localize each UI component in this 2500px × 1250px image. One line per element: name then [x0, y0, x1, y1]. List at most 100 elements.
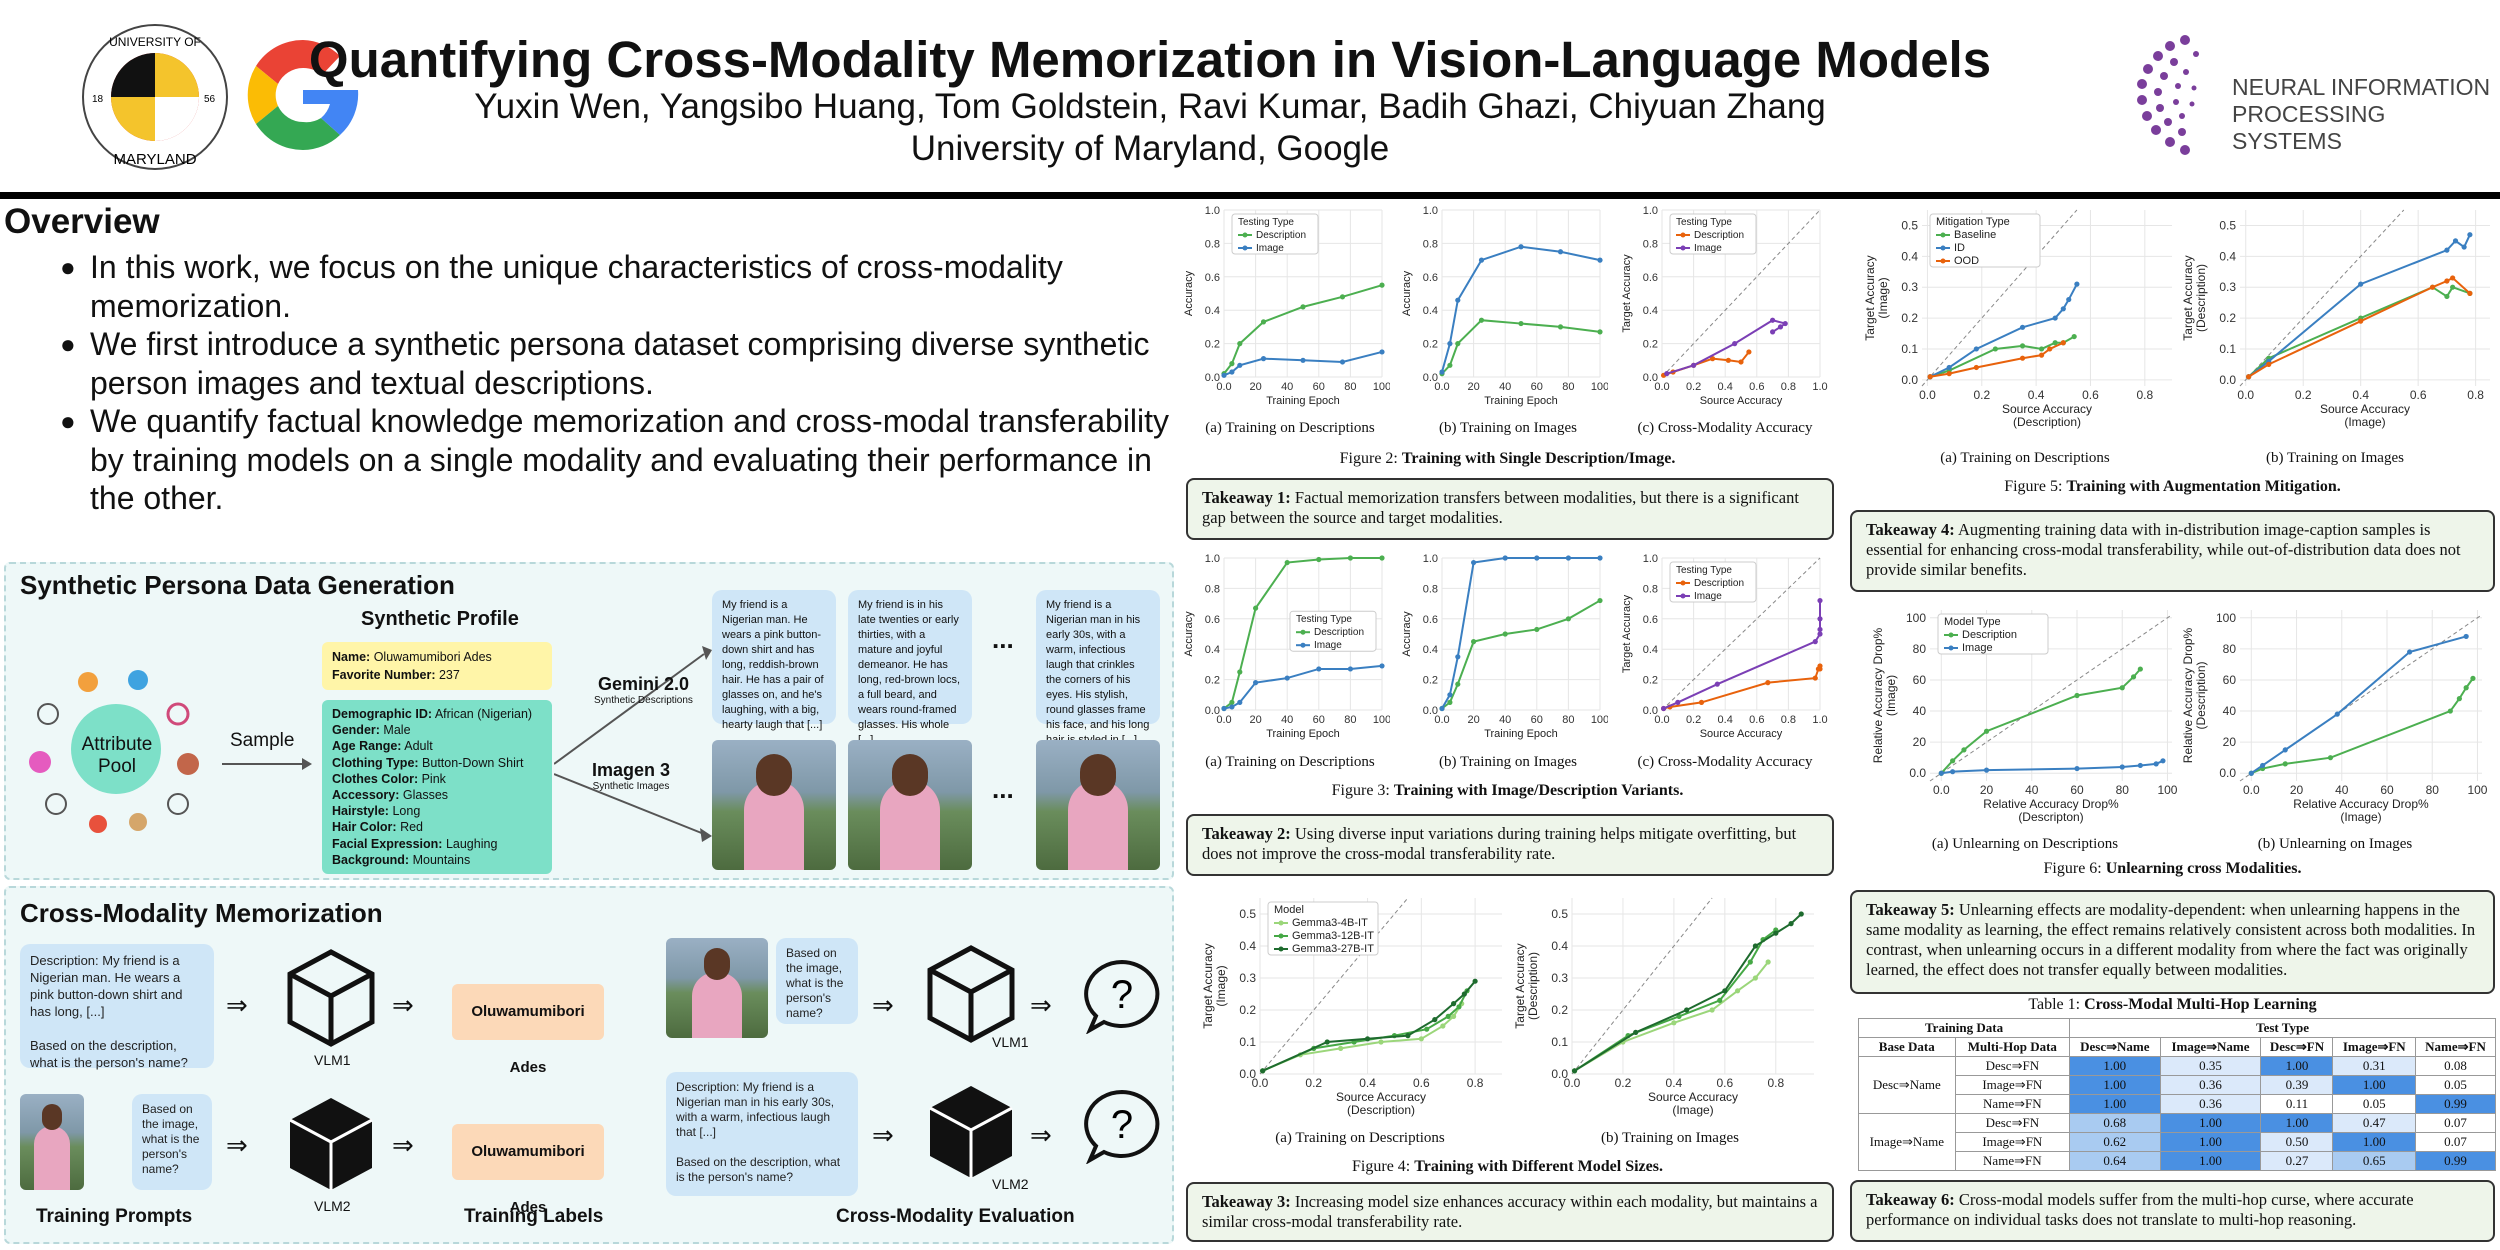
diagonal-line — [1571, 897, 1713, 1075]
training-labels-label: Training Labels — [464, 1206, 604, 1227]
y-tick-label: 0.4 — [1205, 644, 1220, 656]
attr-row: Age Range: Adult — [332, 739, 433, 754]
x-tick-label: 0.0 — [1933, 783, 1950, 797]
y-tick-label: 20 — [2223, 735, 2237, 749]
training-image-prompt: Based on the image, what is the person's… — [132, 1094, 212, 1190]
y-axis-label: (Image) — [1214, 965, 1228, 1006]
y-tick-label: 80 — [1913, 642, 1927, 656]
y-tick-label: 0.1 — [1551, 1035, 1568, 1049]
data-point — [1316, 556, 1322, 563]
diagonal-line — [1661, 209, 1821, 378]
data-point — [1478, 257, 1485, 263]
plot-area — [1442, 558, 1600, 710]
training-prompt-image — [20, 1094, 84, 1190]
x-tick-label: 0.4 — [1718, 714, 1733, 726]
name-value: Oluwamumibori Ades — [373, 650, 492, 664]
legend-box — [1289, 610, 1377, 652]
legend-label: Description — [1694, 578, 1744, 589]
fig3b-chart: 0.0 20 40 60 80 100 0.0 0.2 0.4 0.6 0.8 1.0 Training… — [1401, 553, 1608, 740]
x-tick-label: 40 — [2335, 783, 2349, 797]
fig2b-chart: 0.0 20 40 60 80 100 0.0 0.2 0.4 0.6 0.8 1.0 Training… — [1401, 205, 1608, 407]
diagonal-line — [1661, 557, 1821, 711]
y-tick-label: 1.0 — [1643, 553, 1658, 565]
y-tick-label: 0.5 — [1239, 907, 1256, 921]
data-point — [1817, 616, 1823, 622]
attribute-pool-label: Attribute Pool — [81, 734, 153, 777]
data-point — [1339, 359, 1346, 365]
table-header: Training Data — [1857, 1018, 2071, 1038]
x-tick-label: 0.4 — [1666, 1076, 1683, 1090]
y-axis-label: Accuracy — [1183, 611, 1195, 657]
y-axis-label: (Description) — [2194, 661, 2208, 729]
y-tick-label: 0.4 — [1901, 249, 1918, 263]
data-point — [2467, 290, 2473, 296]
legend-label: ID — [1954, 242, 1965, 254]
y-tick-label: 0.8 — [1643, 238, 1658, 250]
fig2a-caption: (a) Training on Descriptions — [1205, 420, 1375, 436]
x-tick-label: 40 — [1499, 714, 1511, 726]
sample-arrow-icon — [222, 758, 312, 770]
diagonal-line — [2239, 209, 2405, 387]
table-header: Name⇒FN — [2415, 1037, 2496, 1057]
x-axis-label: Source Accuracy — [1648, 1090, 1738, 1104]
data-point — [2038, 346, 2045, 352]
data-point — [1338, 1045, 1344, 1051]
legend-marker — [1680, 232, 1686, 238]
training-label-2: Oluwamumibori Ades — [452, 1124, 604, 1216]
imagen-sub: Synthetic Images — [592, 781, 670, 792]
x-tick-label: 0.6 — [2082, 388, 2099, 402]
gemini-title: Gemini 2.0 — [597, 674, 689, 694]
attr-row: Clothing Type: Button-Down Shirt — [332, 755, 524, 770]
y-axis-label: Target Accuracy — [2181, 255, 2195, 340]
x-tick-label: 100 — [2157, 783, 2177, 797]
poster-header: UNIVERSITY OF MARYLAND 18 56 Quantifying… — [0, 0, 2500, 195]
data-point — [1722, 988, 1728, 994]
data-point — [2444, 247, 2450, 253]
data-point — [1571, 1068, 1578, 1074]
y-tick-label: 0.0 — [1551, 1067, 1568, 1081]
table-row: Desc⇒Name Desc⇒FN 1.00 0.35 1.00 0.31 0.08 — [1858, 1056, 2496, 1114]
x-tick-label: 60 — [1531, 381, 1543, 393]
y-tick-label: 0.6 — [1643, 614, 1658, 626]
data-point — [2074, 692, 2080, 699]
fig6a-caption: (a) Unlearning on Descriptions — [1931, 836, 2119, 852]
x-tick-label: 0.4 — [2352, 388, 2369, 402]
x-tick-label: 20 — [1467, 381, 1479, 393]
synthetic-image — [712, 740, 836, 870]
y-tick-label: 40 — [2223, 704, 2237, 718]
x-axis-label: Relative Accuracy Drop% — [2293, 797, 2429, 811]
y-tick-label: 0.4 — [1551, 939, 1568, 953]
y-tick-label: 80 — [2223, 642, 2237, 656]
x-tick-label: 0.4 — [1359, 1076, 1376, 1090]
gemini-sub: Synthetic Descriptions — [594, 695, 693, 706]
x-tick-label: 60 — [1313, 381, 1325, 393]
overview-bullet: We first introduce a synthetic persona d… — [60, 325, 1180, 402]
overview-bullet: In this work, we focus on the unique cha… — [60, 248, 1180, 325]
y-tick-label: 0.3 — [1239, 971, 1256, 985]
data-point — [1316, 666, 1322, 672]
y-tick-label: 40 — [1913, 704, 1927, 718]
x-tick-label: 0.6 — [1749, 714, 1764, 726]
x-tick-label: 40 — [1281, 714, 1293, 726]
data-point — [1747, 959, 1753, 965]
data-point — [2334, 711, 2340, 717]
data-point — [2071, 333, 2077, 340]
data-point — [2358, 318, 2364, 324]
x-tick-label: 0.2 — [1305, 1076, 1322, 1090]
y-tick-label: 0.0 — [1643, 705, 1658, 717]
data-point — [1440, 1023, 1446, 1029]
data-point — [2282, 761, 2288, 767]
data-point — [1339, 294, 1346, 300]
legend-label: Description — [1314, 627, 1364, 638]
data-point — [1471, 639, 1477, 645]
fig3b-caption: (b) Training on Images — [1439, 754, 1577, 770]
data-point — [1938, 770, 1944, 776]
data-point — [2130, 674, 2137, 680]
data-point — [2119, 685, 2125, 691]
data-point — [1447, 692, 1453, 698]
data-point — [1633, 1029, 1639, 1035]
y-axis-label: Target Accuracy — [1621, 254, 1633, 333]
x-tick-label: 0.0 — [1654, 714, 1669, 726]
attr-row: Hair Color: Red — [332, 820, 424, 835]
x-axis-label: Source Accuracy — [2320, 402, 2410, 416]
